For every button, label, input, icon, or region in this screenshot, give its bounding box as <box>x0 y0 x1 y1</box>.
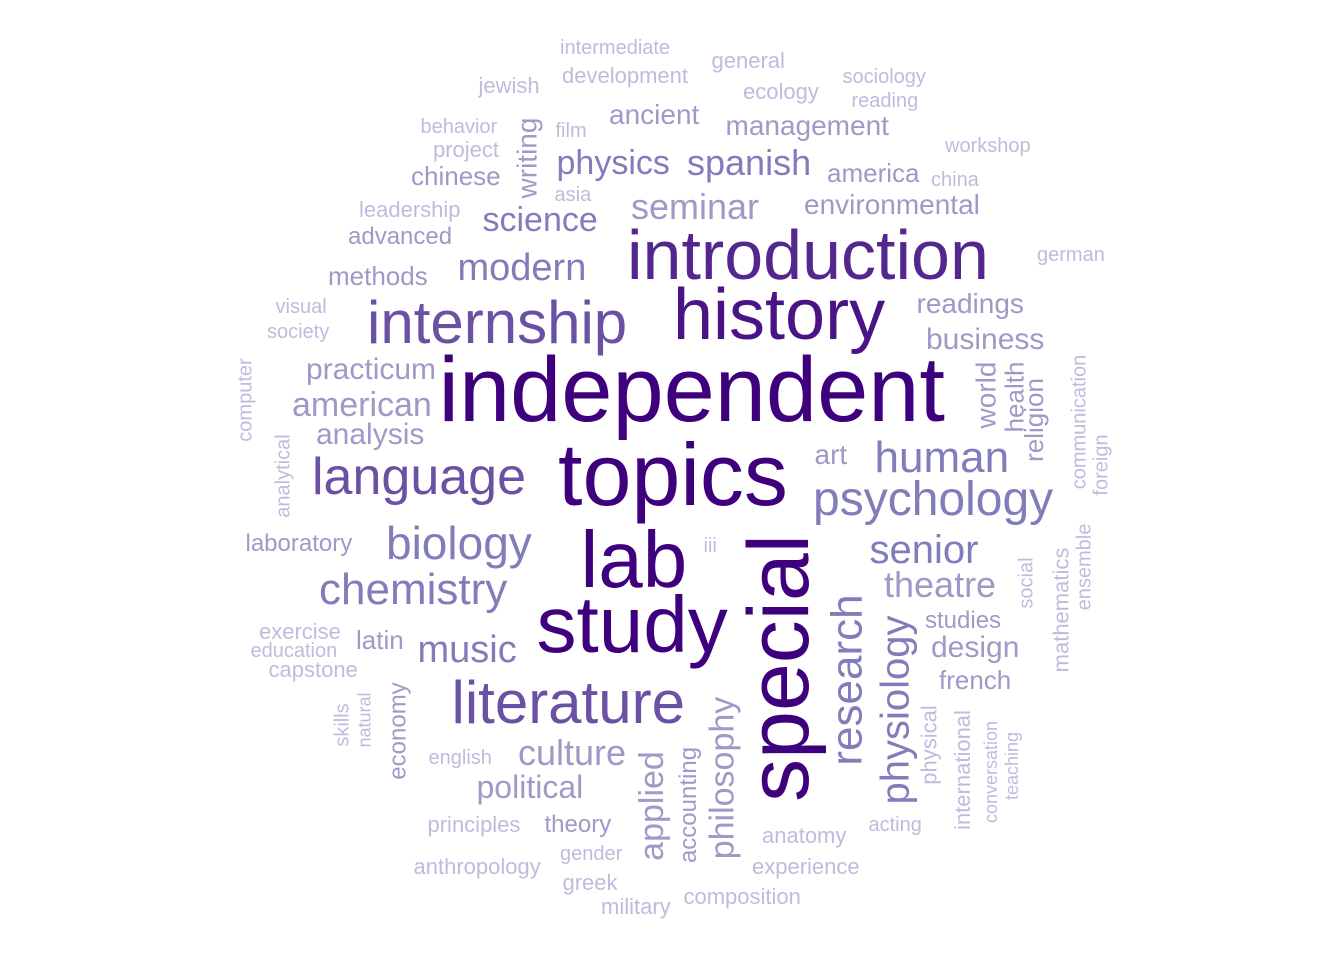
word-skills: skills <box>331 703 354 747</box>
word-analytical: analytical <box>272 434 295 518</box>
word-laboratory: laboratory <box>245 530 353 557</box>
word-society: society <box>267 321 330 343</box>
word-world: world <box>969 361 1001 429</box>
word-philosophy: philosophy <box>702 696 741 860</box>
word-accounting: accounting <box>675 746 703 864</box>
word-computer: computer <box>234 358 257 442</box>
word-readings: readings <box>916 288 1024 319</box>
word-psychology: psychology <box>813 473 1054 526</box>
word-economy: economy <box>384 682 412 780</box>
word-theory: theory <box>544 811 612 838</box>
word-music: music <box>417 629 517 671</box>
word-special: special <box>730 534 827 802</box>
word-china: china <box>931 169 979 191</box>
word-english: english <box>428 747 492 769</box>
word-leadership: leadership <box>359 197 461 222</box>
word-project: project <box>433 137 500 162</box>
word-physics: physics <box>556 144 670 182</box>
word-america: america <box>827 158 920 188</box>
word-culture: culture <box>518 732 627 773</box>
word-introduction: introduction <box>627 216 989 294</box>
word-latin: latin <box>356 625 404 655</box>
word-study: study <box>536 580 728 669</box>
word-natural: natural <box>354 692 375 748</box>
word-general: general <box>711 48 785 73</box>
word-principles: principles <box>427 812 521 837</box>
word-ancient: ancient <box>609 99 700 130</box>
word-mathematics: mathematics <box>1047 547 1073 673</box>
word-advanced: advanced <box>348 223 453 250</box>
word-studies: studies <box>925 607 1002 634</box>
word-chemistry: chemistry <box>319 565 508 614</box>
word-greek: greek <box>562 870 618 895</box>
word-spanish: spanish <box>687 142 812 183</box>
word-visual: visual <box>275 296 327 318</box>
word-development: development <box>562 63 688 88</box>
word-behavior: behavior <box>420 116 498 138</box>
word-applied: applied <box>632 751 671 861</box>
word-literature: literature <box>451 669 685 736</box>
word-ecology: ecology <box>743 79 819 104</box>
word-anthropology: anthropology <box>413 854 541 879</box>
word-conversation: conversation <box>981 720 1002 824</box>
word-exercise: exercise <box>259 619 341 644</box>
word-internship: internship <box>367 289 628 356</box>
word-business: business <box>926 323 1045 356</box>
word-history: history <box>673 275 886 355</box>
word-human: human <box>874 433 1010 482</box>
word-lab: lab <box>580 515 688 604</box>
word-physical: physical <box>916 705 942 785</box>
word-experience: experience <box>752 854 860 879</box>
word-composition: composition <box>683 884 801 909</box>
word-health: health <box>998 361 1029 433</box>
word-jewish: jewish <box>478 73 540 98</box>
word-iii: iii <box>703 535 717 557</box>
word-management: management <box>725 110 889 141</box>
word-german: german <box>1037 244 1105 266</box>
word-anatomy: anatomy <box>762 823 847 848</box>
word-topics: topics <box>558 425 788 524</box>
word-reading: reading <box>851 90 919 112</box>
word-senior: senior <box>869 528 979 572</box>
word-french: french <box>939 665 1012 695</box>
word-gender: gender <box>560 843 623 865</box>
word-social: social <box>1015 557 1038 609</box>
word-chinese: chinese <box>411 161 501 191</box>
word-international: international <box>949 710 975 830</box>
word-military: military <box>601 894 671 919</box>
word-art: art <box>814 439 848 470</box>
word-language: language <box>312 448 526 506</box>
word-seminar: seminar <box>631 186 760 227</box>
word-research: research <box>822 594 872 766</box>
word-sociology: sociology <box>842 66 926 88</box>
word-theatre: theatre <box>884 564 997 605</box>
word-methods: methods <box>328 261 428 291</box>
word-foreign: foreign <box>1090 434 1113 496</box>
word-biology: biology <box>386 517 532 569</box>
word-physiology: physiology <box>873 615 918 805</box>
word-workshop: workshop <box>945 135 1031 157</box>
word-modern: modern <box>457 247 587 289</box>
word-ensemble: ensemble <box>1072 523 1095 611</box>
word-practicum: practicum <box>306 353 437 386</box>
word-asia: asia <box>554 184 592 206</box>
word-film: film <box>555 120 587 142</box>
word-teaching: teaching <box>1002 731 1023 801</box>
word-acting: acting <box>868 814 922 836</box>
word-science: science <box>482 201 598 239</box>
word-design: design <box>931 631 1020 664</box>
word-analysis: analysis <box>316 418 425 451</box>
word-independent: independent <box>438 339 946 441</box>
word-intermediate: intermediate <box>560 37 671 59</box>
word-american: american <box>292 386 432 424</box>
word-capstone: capstone <box>268 657 358 682</box>
word-communication: communication <box>1067 354 1090 490</box>
word-political: political <box>476 769 584 805</box>
word-writing: writing <box>510 117 542 199</box>
word-education: education <box>250 640 338 662</box>
word-environmental: environmental <box>804 189 980 220</box>
